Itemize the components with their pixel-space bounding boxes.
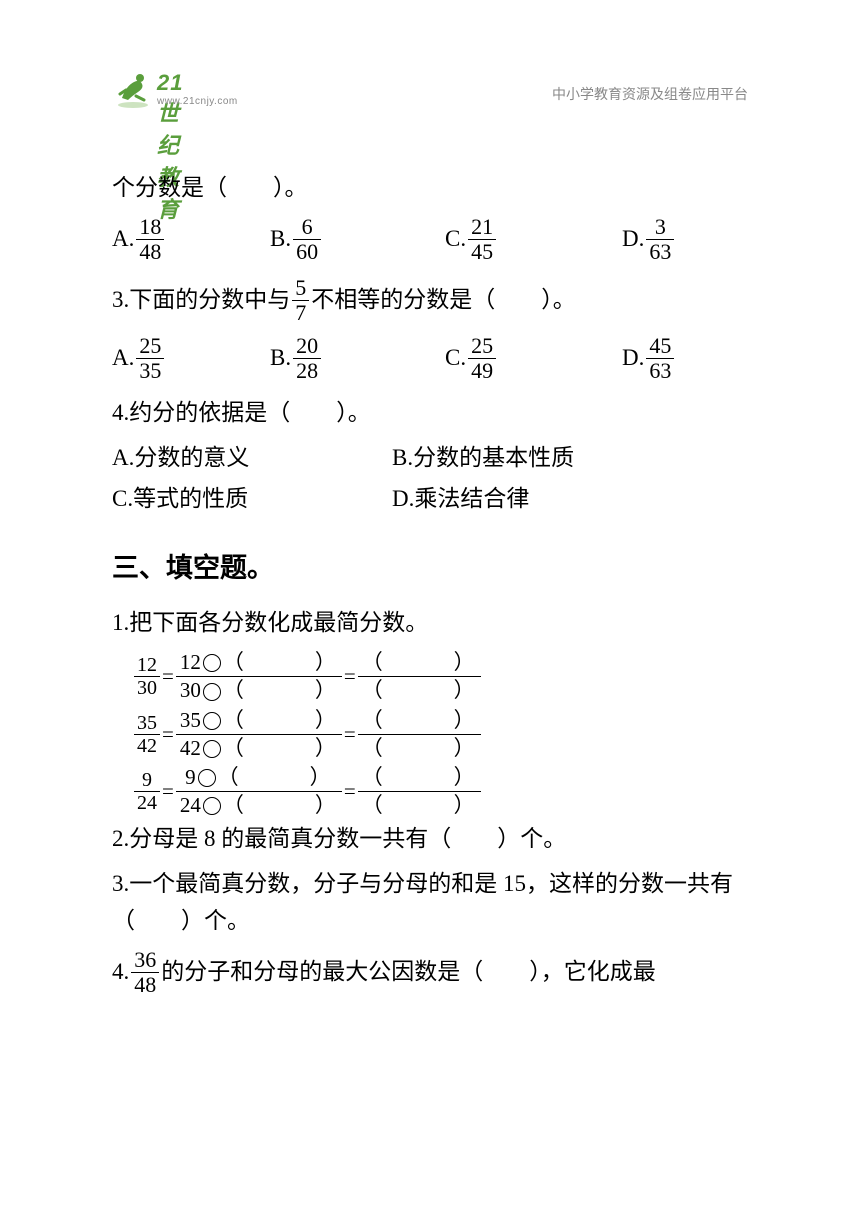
s3-q1-line-1: 3542=35（ ）42（ ）=（ ）（ ）	[132, 707, 748, 762]
content: 个分数是（ ）。 A.1848 B.660 C.2145 D.363 3.下面的…	[112, 170, 748, 1005]
s3-q1-line-0: 1230=12（ ）30（ ）=（ ）（ ）	[132, 649, 748, 704]
s3-q1-stem: 1.把下面各分数化成最简分数。	[112, 605, 748, 642]
q2-opt-c: C.2145	[445, 215, 622, 264]
s3-q4: 4. 3648 的分子和分母的最大公因数是（ ），它化成最	[112, 948, 748, 997]
page-header: 21世纪教育 www.21cnjy.com 中小学教育资源及组卷应用平台	[0, 68, 860, 128]
logo-runner-icon	[112, 68, 154, 115]
q2-stem: 个分数是（ ）。	[112, 170, 748, 207]
q4-row2: C.等式的性质 D.乘法结合律	[112, 481, 748, 518]
s3-q1-lines: 1230=12（ ）30（ ）=（ ）（ ）3542=35（ ）42（ ）=（ …	[112, 649, 748, 819]
q4-stem: 4.约分的依据是（ ）。	[112, 395, 748, 432]
s3-q3: 3.一个最简真分数，分子与分母的和是 15，这样的分数一共有（ ）个。	[112, 866, 748, 940]
logo: 21世纪教育 www.21cnjy.com	[112, 68, 154, 115]
q3-options: A.2535 B.2028 C.2549 D.4563	[112, 334, 748, 383]
q3-opt-c: C.2549	[445, 334, 622, 383]
q3-opt-a: A.2535	[112, 334, 270, 383]
q2-opt-b: B.660	[270, 215, 445, 264]
section3-title: 三、填空题。	[112, 547, 748, 590]
q4-row1: A.分数的意义 B.分数的基本性质	[112, 440, 748, 477]
q4-opt-b: B.分数的基本性质	[392, 440, 574, 477]
s3-q1-line-2: 924=9（ ）24（ ）=（ ）（ ）	[132, 764, 748, 819]
q3-opt-d: D.4563	[622, 334, 676, 383]
q2-opt-d: D.363	[622, 215, 676, 264]
q4-opt-c: C.等式的性质	[112, 481, 392, 518]
q3-stem-frac: 57	[292, 276, 309, 325]
s3-q4-frac: 3648	[131, 948, 159, 997]
q4-opt-a: A.分数的意义	[112, 440, 392, 477]
q2-options: A.1848 B.660 C.2145 D.363	[112, 215, 748, 264]
q3-stem: 3.下面的分数中与 57 不相等的分数是（ ）。	[112, 276, 748, 325]
s3-q2: 2.分母是 8 的最简真分数一共有（ ）个。	[112, 821, 748, 858]
logo-text-en: www.21cnjy.com	[157, 96, 238, 107]
header-right-text: 中小学教育资源及组卷应用平台	[552, 84, 748, 104]
q2-opt-a: A.1848	[112, 215, 270, 264]
q4-opt-d: D.乘法结合律	[392, 481, 529, 518]
q3-opt-b: B.2028	[270, 334, 445, 383]
